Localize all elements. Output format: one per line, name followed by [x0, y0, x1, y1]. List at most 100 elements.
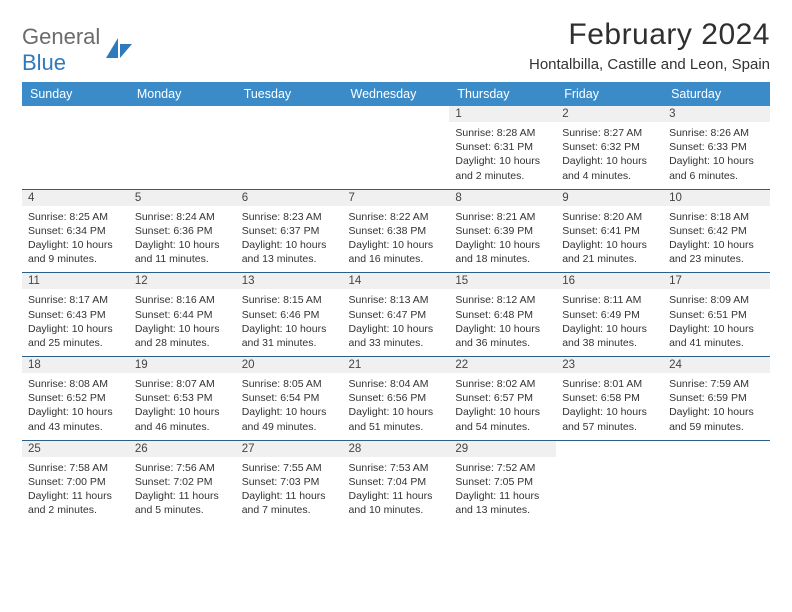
day-details-cell: Sunrise: 7:53 AMSunset: 7:04 PMDaylight:… [343, 457, 450, 524]
sunset-text: Sunset: 6:44 PM [135, 308, 230, 322]
sunset-text: Sunset: 6:59 PM [669, 391, 764, 405]
day-number-cell: 3 [663, 106, 770, 122]
daylight-text: Daylight: 11 hours and 7 minutes. [242, 489, 337, 517]
daylight-text: Daylight: 11 hours and 2 minutes. [28, 489, 123, 517]
sunrise-text: Sunrise: 8:12 AM [455, 293, 550, 307]
day-details-cell: Sunrise: 8:12 AMSunset: 6:48 PMDaylight:… [449, 289, 556, 356]
sunset-text: Sunset: 6:53 PM [135, 391, 230, 405]
day-details-cell: Sunrise: 8:09 AMSunset: 6:51 PMDaylight:… [663, 289, 770, 356]
daylight-text: Daylight: 10 hours and 23 minutes. [669, 238, 764, 266]
day-number-cell: 1 [449, 106, 556, 122]
sunrise-text: Sunrise: 8:02 AM [455, 377, 550, 391]
day-details-cell: Sunrise: 8:24 AMSunset: 6:36 PMDaylight:… [129, 206, 236, 273]
day-details-cell [663, 457, 770, 524]
day-number-cell [236, 106, 343, 122]
day-number-cell: 25 [22, 440, 129, 457]
daylight-text: Daylight: 10 hours and 18 minutes. [455, 238, 550, 266]
day-details-cell: Sunrise: 8:17 AMSunset: 6:43 PMDaylight:… [22, 289, 129, 356]
sunset-text: Sunset: 6:37 PM [242, 224, 337, 238]
sunrise-text: Sunrise: 7:53 AM [349, 461, 444, 475]
day-details-cell: Sunrise: 8:21 AMSunset: 6:39 PMDaylight:… [449, 206, 556, 273]
sunrise-text: Sunrise: 8:04 AM [349, 377, 444, 391]
sunset-text: Sunset: 6:54 PM [242, 391, 337, 405]
day-number-cell: 4 [22, 189, 129, 206]
details-row: Sunrise: 8:17 AMSunset: 6:43 PMDaylight:… [22, 289, 770, 356]
day-details-cell: Sunrise: 8:26 AMSunset: 6:33 PMDaylight:… [663, 122, 770, 189]
sunset-text: Sunset: 7:05 PM [455, 475, 550, 489]
sunset-text: Sunset: 6:39 PM [455, 224, 550, 238]
daylight-text: Daylight: 10 hours and 43 minutes. [28, 405, 123, 433]
sunrise-text: Sunrise: 7:56 AM [135, 461, 230, 475]
sail-icon [106, 38, 134, 65]
logo-word2: Blue [22, 50, 66, 75]
sunrise-text: Sunrise: 8:22 AM [349, 210, 444, 224]
day-number-cell: 20 [236, 357, 343, 374]
sunset-text: Sunset: 6:34 PM [28, 224, 123, 238]
day-number-cell: 22 [449, 357, 556, 374]
logo-text: GeneralBlue [22, 24, 100, 76]
day-details-cell: Sunrise: 8:01 AMSunset: 6:58 PMDaylight:… [556, 373, 663, 440]
day-number-cell: 6 [236, 189, 343, 206]
day-details-cell: Sunrise: 8:22 AMSunset: 6:38 PMDaylight:… [343, 206, 450, 273]
sunset-text: Sunset: 6:32 PM [562, 140, 657, 154]
sunrise-text: Sunrise: 8:13 AM [349, 293, 444, 307]
daylight-text: Daylight: 10 hours and 49 minutes. [242, 405, 337, 433]
daylight-text: Daylight: 10 hours and 57 minutes. [562, 405, 657, 433]
sunrise-text: Sunrise: 8:23 AM [242, 210, 337, 224]
logo: GeneralBlue [22, 18, 134, 76]
sunrise-text: Sunrise: 7:59 AM [669, 377, 764, 391]
day-number-cell: 14 [343, 273, 450, 290]
day-details-cell: Sunrise: 8:18 AMSunset: 6:42 PMDaylight:… [663, 206, 770, 273]
sunset-text: Sunset: 6:46 PM [242, 308, 337, 322]
sunrise-text: Sunrise: 7:52 AM [455, 461, 550, 475]
daylight-text: Daylight: 10 hours and 16 minutes. [349, 238, 444, 266]
daylight-text: Daylight: 10 hours and 33 minutes. [349, 322, 444, 350]
day-details-cell: Sunrise: 8:15 AMSunset: 6:46 PMDaylight:… [236, 289, 343, 356]
sunset-text: Sunset: 6:42 PM [669, 224, 764, 238]
day-details-cell: Sunrise: 8:27 AMSunset: 6:32 PMDaylight:… [556, 122, 663, 189]
sunrise-text: Sunrise: 8:01 AM [562, 377, 657, 391]
day-details-cell: Sunrise: 7:59 AMSunset: 6:59 PMDaylight:… [663, 373, 770, 440]
sunset-text: Sunset: 6:56 PM [349, 391, 444, 405]
day-number-cell: 7 [343, 189, 450, 206]
sunset-text: Sunset: 6:38 PM [349, 224, 444, 238]
header: GeneralBlue February 2024 Hontalbilla, C… [22, 18, 770, 76]
daylight-text: Daylight: 10 hours and 38 minutes. [562, 322, 657, 350]
daylight-text: Daylight: 10 hours and 59 minutes. [669, 405, 764, 433]
day-details-cell: Sunrise: 8:13 AMSunset: 6:47 PMDaylight:… [343, 289, 450, 356]
weekday-header-row: Sunday Monday Tuesday Wednesday Thursday… [22, 82, 770, 106]
sunrise-text: Sunrise: 8:16 AM [135, 293, 230, 307]
day-number-cell: 12 [129, 273, 236, 290]
sunrise-text: Sunrise: 8:21 AM [455, 210, 550, 224]
day-details-cell: Sunrise: 8:11 AMSunset: 6:49 PMDaylight:… [556, 289, 663, 356]
location: Hontalbilla, Castille and Leon, Spain [529, 56, 770, 73]
sunset-text: Sunset: 7:00 PM [28, 475, 123, 489]
details-row: Sunrise: 8:08 AMSunset: 6:52 PMDaylight:… [22, 373, 770, 440]
sunrise-text: Sunrise: 8:20 AM [562, 210, 657, 224]
day-details-cell: Sunrise: 8:23 AMSunset: 6:37 PMDaylight:… [236, 206, 343, 273]
sunrise-text: Sunrise: 8:07 AM [135, 377, 230, 391]
day-number-cell: 28 [343, 440, 450, 457]
day-details-cell [22, 122, 129, 189]
daynum-row: 2526272829 [22, 440, 770, 457]
logo-word1: General [22, 24, 100, 49]
sunrise-text: Sunrise: 8:15 AM [242, 293, 337, 307]
day-number-cell: 27 [236, 440, 343, 457]
sunset-text: Sunset: 7:02 PM [135, 475, 230, 489]
day-number-cell: 24 [663, 357, 770, 374]
details-row: Sunrise: 7:58 AMSunset: 7:00 PMDaylight:… [22, 457, 770, 524]
sunset-text: Sunset: 6:58 PM [562, 391, 657, 405]
sunrise-text: Sunrise: 8:18 AM [669, 210, 764, 224]
daylight-text: Daylight: 10 hours and 2 minutes. [455, 154, 550, 182]
details-row: Sunrise: 8:28 AMSunset: 6:31 PMDaylight:… [22, 122, 770, 189]
daylight-text: Daylight: 10 hours and 6 minutes. [669, 154, 764, 182]
day-number-cell: 10 [663, 189, 770, 206]
weekday-header: Sunday [22, 82, 129, 106]
sunset-text: Sunset: 6:51 PM [669, 308, 764, 322]
sunset-text: Sunset: 6:48 PM [455, 308, 550, 322]
daylight-text: Daylight: 11 hours and 13 minutes. [455, 489, 550, 517]
day-number-cell: 15 [449, 273, 556, 290]
day-details-cell [129, 122, 236, 189]
calendar: Sunday Monday Tuesday Wednesday Thursday… [22, 82, 770, 523]
sunrise-text: Sunrise: 8:28 AM [455, 126, 550, 140]
